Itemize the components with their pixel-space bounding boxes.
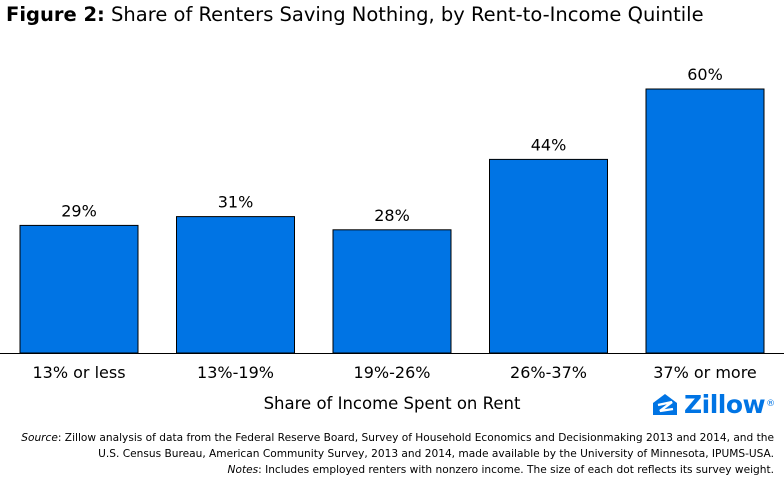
bar-4 (489, 158, 608, 354)
x-tick-label-1: 13% or less (32, 363, 125, 382)
chart-title: Figure 2: Share of Renters Saving Nothin… (6, 3, 704, 26)
notes-text: : Includes employed renters with nonzero… (258, 464, 774, 476)
registered-mark: ® (766, 399, 776, 409)
x-tick-label-4: 26%-37% (510, 363, 587, 382)
data-label-5: 60% (687, 65, 723, 84)
data-label-1: 29% (61, 201, 97, 220)
footnotes: Source: Zillow analysis of data from the… (4, 430, 774, 478)
notes-note: Notes: Includes employed renters with no… (4, 462, 774, 478)
bar-5 (645, 88, 765, 354)
zillow-logo: Zillow ® (650, 389, 776, 419)
bar-1 (19, 224, 139, 354)
data-label-3: 28% (374, 206, 410, 225)
x-tick-label-3: 19%-26% (354, 363, 431, 382)
data-label-4: 44% (531, 135, 567, 154)
data-label-2: 31% (218, 193, 254, 212)
x-tick-label-2: 13%-19% (197, 363, 274, 382)
bar-chart: 29% 13% or less 31% 13%-19% 28% 19%-26% 44% 26%… (0, 65, 784, 382)
bar-2 (176, 216, 295, 354)
zillow-house-icon (653, 394, 677, 415)
source-text: : Zillow analysis of data from the Feder… (57, 432, 774, 460)
x-tick-label-5: 37% or more (653, 363, 757, 382)
source-note: Source: Zillow analysis of data from the… (4, 430, 774, 462)
zillow-logo-text: Zillow (684, 389, 766, 419)
source-label: Source (21, 432, 58, 444)
title-text: Share of Renters Saving Nothing, by Rent… (104, 3, 704, 26)
bar-3 (332, 229, 452, 354)
title-prefix: Figure 2: (6, 3, 105, 26)
x-axis-label: Share of Income Spent on Rent (263, 394, 521, 413)
notes-label: Notes (227, 464, 259, 476)
